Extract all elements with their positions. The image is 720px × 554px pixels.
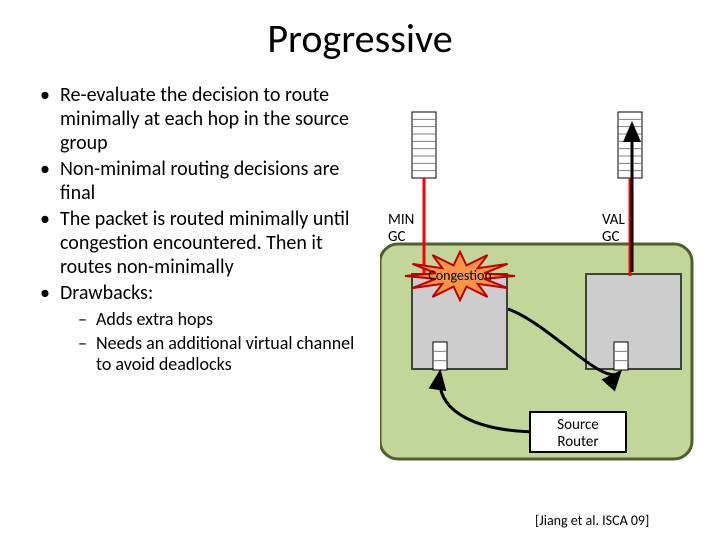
svg-text:Congestion: Congestion: [428, 267, 492, 284]
bullet-item: Drawbacks: Adds extra hops Needs an addi…: [38, 281, 370, 376]
svg-text:Source: Source: [557, 416, 599, 434]
sub-bullets: Adds extra hops Needs an additional virt…: [60, 309, 370, 376]
bullet-item: The packet is routed minimally until con…: [38, 207, 370, 279]
bullet-item: Re-evaluate the decision to route minima…: [38, 83, 370, 155]
svg-text:GC: GC: [388, 228, 405, 246]
page-title: Progressive: [0, 14, 720, 63]
main-bullets: Re-evaluate the decision to route minima…: [38, 83, 370, 376]
sub-bullet-item: Adds extra hops: [78, 309, 370, 331]
svg-text:GC: GC: [602, 228, 619, 246]
citation-text: [Jiang et al. ISCA 09]: [535, 512, 649, 529]
svg-text:Router: Router: [557, 433, 598, 451]
bullet-item: Non-minimal routing decisions are final: [38, 157, 370, 205]
svg-text:MIN: MIN: [388, 211, 414, 229]
routing-diagram: MINGCVALGCSourceRouterCongestion: [380, 104, 700, 504]
bullet-text: Drawbacks:: [60, 281, 153, 305]
sub-bullet-item: Needs an additional virtual channel to a…: [78, 333, 370, 376]
svg-text:VAL: VAL: [602, 211, 625, 229]
bullet-column: Re-evaluate the decision to route minima…: [0, 83, 370, 378]
